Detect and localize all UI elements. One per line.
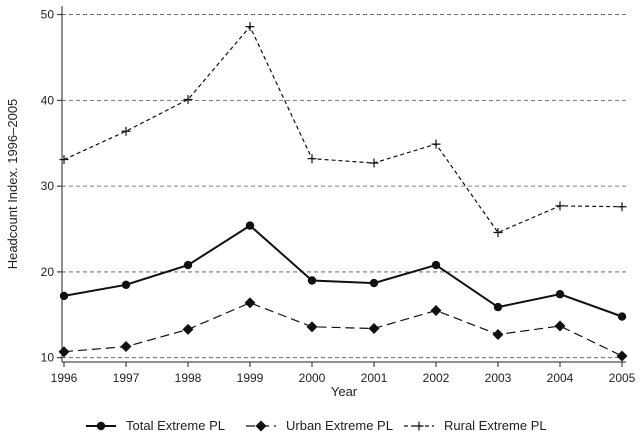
series-0: [59, 221, 627, 321]
series-2: [59, 22, 627, 237]
legend-label-0: Total Extreme PL: [126, 418, 225, 433]
point-2-1: [121, 126, 131, 136]
point-0-1: [121, 280, 131, 289]
x-tick-label-2001: 2001: [361, 371, 388, 385]
x-tick-label-1997: 1997: [113, 371, 140, 385]
y-tick-label-10: 10: [41, 351, 55, 365]
point-0-9: [617, 312, 627, 321]
legend-marker-0: [96, 421, 106, 431]
point-1-8: [554, 320, 566, 332]
point-0-8: [555, 290, 565, 299]
point-1-2: [182, 323, 194, 335]
point-0-2: [183, 260, 193, 270]
y-axis-title: Headcount Index. 1996–2005: [5, 99, 20, 270]
gridlines: [62, 14, 626, 359]
point-2-3: [245, 22, 255, 32]
x-tick-label-1996: 1996: [51, 371, 78, 385]
point-2-4: [307, 154, 317, 164]
y-tick-label-40: 40: [41, 93, 55, 107]
point-2-8: [555, 201, 565, 211]
point-2-9: [617, 202, 627, 212]
y-tick-label-20: 20: [41, 265, 55, 279]
point-1-5: [368, 323, 380, 335]
legend-item-0: Total Extreme PL: [86, 418, 225, 433]
series-line-2: [63, 25, 623, 234]
point-0-4: [307, 276, 317, 285]
x-tick-label-2003: 2003: [485, 371, 512, 385]
point-2-2: [183, 95, 193, 105]
point-0-3: [245, 221, 255, 230]
x-tick-label-1999: 1999: [237, 371, 264, 385]
series-line-0: [63, 224, 623, 318]
legend-marker-1: [255, 420, 267, 432]
point-1-6: [430, 305, 442, 317]
x-tick-label-2004: 2004: [547, 371, 574, 385]
point-1-4: [306, 321, 318, 333]
x-axis-title: Year: [331, 384, 358, 399]
point-1-3: [244, 297, 256, 309]
legend: Total Extreme PL Urban Extreme PL Rural Ex…: [86, 418, 547, 433]
series-group: [58, 22, 628, 362]
legend-label-2: Rural Extreme PL: [444, 418, 547, 433]
tick-labels: 10 20 30 40 50 1996 1997 1998 1999 2000 2001 2002 20…: [41, 8, 636, 385]
x-tick-label-2000: 2000: [299, 371, 326, 385]
x-tick-label-2002: 2002: [423, 371, 450, 385]
point-1-1: [120, 341, 132, 353]
x-tick-label-2005: 2005: [609, 371, 636, 385]
point-0-7: [493, 302, 503, 312]
legend-marker-2: [414, 421, 424, 431]
series-line-1: [63, 302, 623, 357]
point-2-0: [59, 155, 69, 165]
point-2-5: [369, 158, 379, 168]
series-1: [58, 297, 628, 362]
y-tick-label-50: 50: [41, 8, 55, 22]
point-0-5: [369, 278, 379, 288]
point-0-6: [431, 260, 441, 270]
point-2-6: [431, 139, 441, 149]
point-1-9: [616, 350, 628, 362]
point-0-0: [59, 291, 69, 301]
legend-item-2: Rural Extreme PL: [404, 418, 547, 433]
x-tick-label-1998: 1998: [175, 371, 202, 385]
legend-label-1: Urban Extreme PL: [286, 418, 393, 433]
legend-item-1: Urban Extreme PL: [246, 418, 393, 433]
point-1-0: [58, 346, 70, 358]
point-2-7: [493, 227, 503, 237]
point-1-7: [492, 329, 504, 341]
y-tick-label-30: 30: [41, 179, 55, 193]
axes: [57, 6, 626, 367]
